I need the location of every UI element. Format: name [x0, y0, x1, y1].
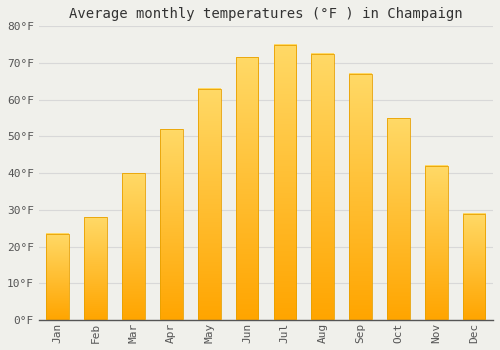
Bar: [463, 214, 485, 320]
Bar: [274, 45, 296, 320]
Bar: [312, 54, 334, 320]
Bar: [387, 118, 410, 320]
Bar: [84, 217, 107, 320]
Bar: [122, 173, 145, 320]
Bar: [425, 166, 448, 320]
Bar: [160, 129, 182, 320]
Title: Average monthly temperatures (°F ) in Champaign: Average monthly temperatures (°F ) in Ch…: [69, 7, 462, 21]
Bar: [236, 57, 258, 320]
Bar: [46, 234, 69, 320]
Bar: [349, 74, 372, 320]
Bar: [198, 89, 220, 320]
